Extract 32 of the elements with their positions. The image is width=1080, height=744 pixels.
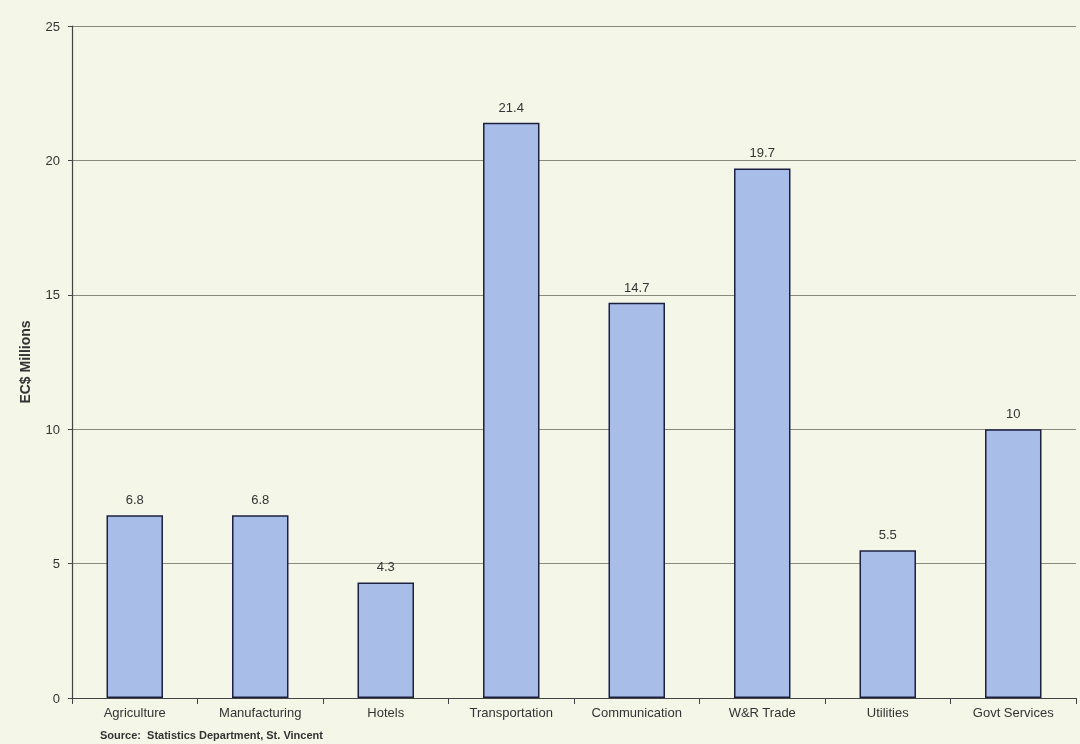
bar xyxy=(608,302,665,698)
bar xyxy=(734,168,791,698)
x-tick-label: Communication xyxy=(591,705,682,720)
bar xyxy=(483,122,540,698)
x-tick-label: Transportation xyxy=(469,705,553,720)
x-tick-label: Manufacturing xyxy=(219,705,302,720)
bar xyxy=(859,550,916,698)
data-label: 10 xyxy=(1006,406,1021,422)
x-tick-label: Hotels xyxy=(367,705,405,720)
x-tick-label: W&R Trade xyxy=(728,705,796,720)
y-tick-label: 15 xyxy=(45,287,60,303)
data-label: 21.4 xyxy=(498,99,524,115)
bar xyxy=(232,515,289,698)
data-label: 4.3 xyxy=(376,559,395,575)
data-label: 5.5 xyxy=(878,527,897,543)
x-tick-label: Utilities xyxy=(866,705,910,720)
x-tick-label: Agriculture xyxy=(103,705,166,720)
y-tick-label: 5 xyxy=(52,556,60,572)
bar xyxy=(985,429,1042,698)
data-label: 6.8 xyxy=(251,492,270,508)
bar xyxy=(357,582,414,698)
y-axis-title: EC$ Millions xyxy=(17,320,33,404)
data-label: 14.7 xyxy=(624,279,650,295)
y-tick-label: 25 xyxy=(45,18,60,34)
x-tick-label: Govt Services xyxy=(972,705,1055,720)
data-label: 19.7 xyxy=(749,145,775,161)
bar xyxy=(106,515,163,698)
y-tick-label: 10 xyxy=(45,421,60,437)
data-label: 6.8 xyxy=(125,492,144,508)
y-tick-label: 20 xyxy=(45,152,60,168)
source-note: Source: Statistics Department, St. Vincent xyxy=(100,728,324,741)
y-tick-label: 0 xyxy=(52,690,60,706)
